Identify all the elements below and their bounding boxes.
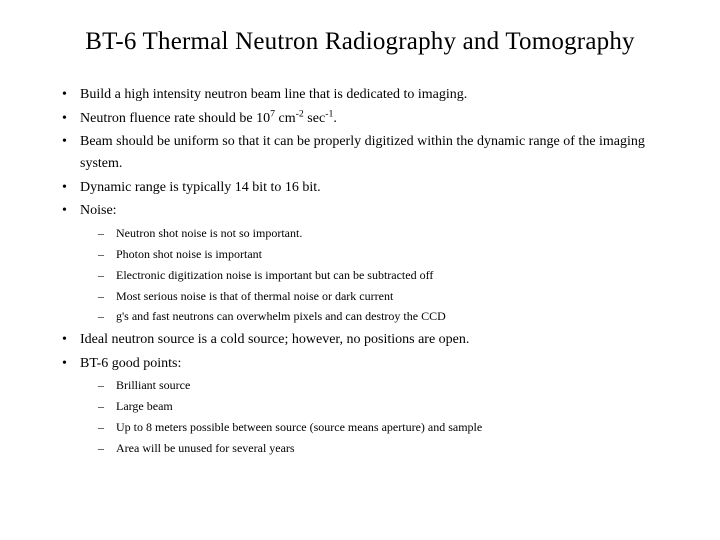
bullet-item: Noise: Neutron shot noise is not so impo…: [80, 200, 670, 327]
text: 's and fast neutrons can overwhelm pixel…: [122, 309, 446, 323]
sub-bullet-item: Area will be unused for several years: [116, 439, 670, 459]
bullet-item: Build a high intensity neutron beam line…: [80, 84, 670, 106]
sub-bullet-list: Neutron shot noise is not so important. …: [80, 224, 670, 327]
bullet-item: Neutron fluence rate should be 107 cm-2 …: [80, 108, 670, 130]
sub-bullet-item: Electronic digitization noise is importa…: [116, 266, 670, 286]
slide: BT-6 Thermal Neutron Radiography and Tom…: [0, 0, 720, 540]
bullet-item: Dynamic range is typically 14 bit to 16 …: [80, 177, 670, 199]
text: .: [333, 111, 337, 126]
sub-bullet-list: Brilliant source Large beam Up to 8 mete…: [80, 376, 670, 458]
text: sec: [304, 111, 325, 126]
sub-bullet-item: Large beam: [116, 397, 670, 417]
text: Neutron fluence rate should be 10: [80, 111, 270, 126]
sub-bullet-item: Brilliant source: [116, 376, 670, 396]
bullet-item: Beam should be uniform so that it can be…: [80, 131, 670, 174]
bullet-item: BT-6 good points: Brilliant source Large…: [80, 353, 670, 459]
sub-bullet-item: g's and fast neutrons can overwhelm pixe…: [116, 307, 670, 327]
text: BT-6 good points:: [80, 356, 181, 371]
sub-bullet-item: Neutron shot noise is not so important.: [116, 224, 670, 244]
sub-bullet-item: Photon shot noise is important: [116, 245, 670, 265]
bullet-list: Build a high intensity neutron beam line…: [50, 84, 670, 459]
text: Noise:: [80, 203, 117, 218]
sub-bullet-item: Up to 8 meters possible between source (…: [116, 418, 670, 438]
text: cm: [275, 111, 296, 126]
slide-title: BT-6 Thermal Neutron Radiography and Tom…: [50, 28, 670, 56]
sub-bullet-item: Most serious noise is that of thermal no…: [116, 287, 670, 307]
bullet-item: Ideal neutron source is a cold source; h…: [80, 329, 670, 351]
superscript: -2: [296, 108, 304, 119]
